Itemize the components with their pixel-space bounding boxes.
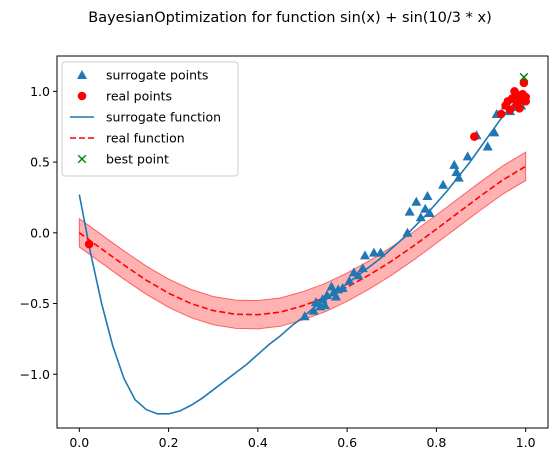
surrogate-point bbox=[411, 197, 421, 206]
real-point bbox=[497, 110, 506, 119]
y-tick-label: −0.5 bbox=[20, 296, 50, 311]
y-tick-label: 1.0 bbox=[30, 84, 50, 99]
y-tick-label: 0.5 bbox=[30, 155, 50, 170]
chart-title: BayesianOptimization for function sin(x)… bbox=[88, 10, 491, 26]
surrogate-point bbox=[422, 191, 432, 200]
legend-label: surrogate function bbox=[106, 110, 221, 125]
surrogate-point bbox=[449, 160, 459, 169]
x-tick-label: 0.2 bbox=[159, 435, 179, 450]
surrogate-point bbox=[438, 180, 448, 189]
surrogate-point bbox=[463, 151, 473, 160]
real-point bbox=[470, 132, 479, 141]
x-tick-label: 0.6 bbox=[337, 435, 357, 450]
x-tick-label: 1.0 bbox=[516, 435, 536, 450]
legend: surrogate points real points surrogate fun… bbox=[62, 62, 238, 176]
real-point bbox=[85, 240, 94, 249]
real-point bbox=[521, 97, 530, 106]
y-tick-label: 0.0 bbox=[30, 225, 50, 240]
surrogate-point bbox=[360, 250, 370, 259]
real-point bbox=[506, 105, 515, 114]
x-tick-label: 0.8 bbox=[426, 435, 446, 450]
legend-label: best point bbox=[106, 152, 169, 167]
surrogate-point bbox=[402, 228, 412, 237]
x-tick-label: 0.4 bbox=[248, 435, 268, 450]
x-tick-label: 0.0 bbox=[69, 435, 89, 450]
legend-swatch bbox=[78, 92, 87, 101]
legend-label: real points bbox=[106, 89, 172, 104]
legend-label: real function bbox=[106, 131, 185, 146]
surrogate-point bbox=[405, 207, 415, 216]
y-tick-label: −1.0 bbox=[20, 367, 50, 382]
real-point bbox=[515, 104, 524, 113]
legend-label: surrogate points bbox=[106, 68, 208, 83]
